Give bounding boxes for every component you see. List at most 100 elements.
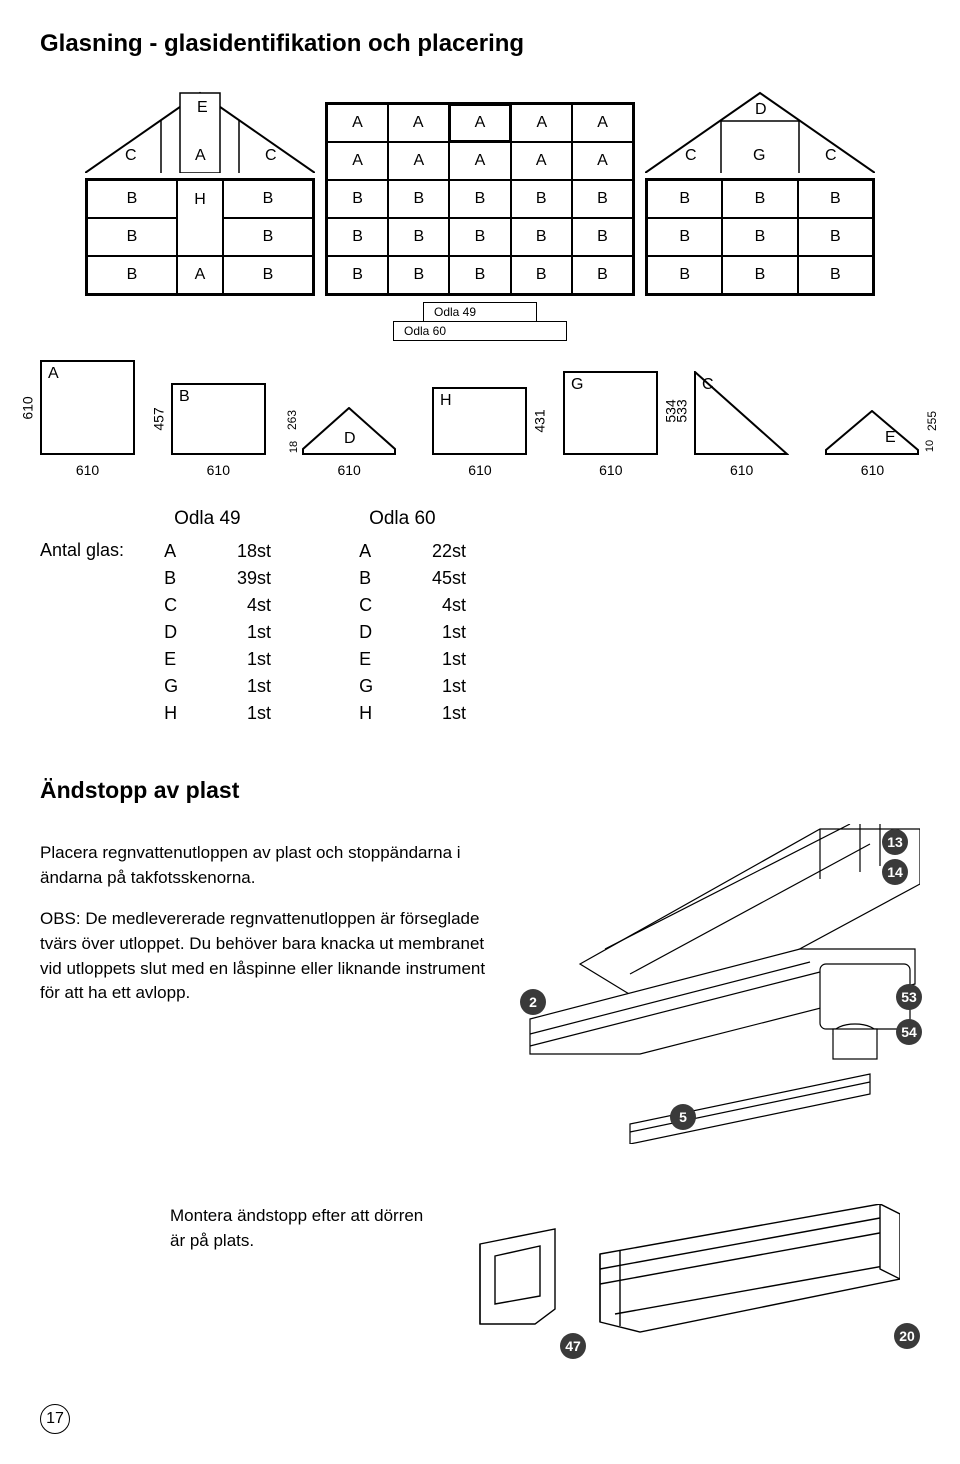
illustration-gutter: 13 14 2 53 54 5 bbox=[520, 824, 920, 1144]
table-val: 4st bbox=[404, 592, 474, 619]
table-key: C bbox=[164, 592, 209, 619]
table-val: 1st bbox=[209, 646, 279, 673]
table-val: 1st bbox=[404, 646, 474, 673]
illustration-endstop: 47 20 bbox=[460, 1204, 920, 1364]
callout-20: 20 bbox=[894, 1323, 920, 1349]
table-key: C bbox=[359, 592, 404, 619]
table-val: 1st bbox=[404, 673, 474, 700]
svg-text:E: E bbox=[885, 429, 896, 446]
model-label-b: Odla 60 bbox=[393, 321, 567, 341]
cell: A bbox=[388, 142, 449, 180]
cell: B bbox=[647, 218, 722, 256]
svg-text:C: C bbox=[685, 147, 697, 164]
model-label-a: Odla 49 bbox=[423, 302, 537, 322]
table-row: A18st bbox=[164, 538, 279, 565]
cell: B bbox=[388, 218, 449, 256]
cell: A bbox=[572, 104, 633, 142]
svg-text:E: E bbox=[197, 99, 208, 116]
model-labels: Odla 49 Odla 60 bbox=[40, 302, 920, 340]
dim: 610 bbox=[432, 462, 527, 478]
gable-left-diagram: E C A C B H B B B B A B bbox=[85, 88, 315, 296]
cell: B bbox=[388, 256, 449, 294]
table-row: E1st bbox=[359, 646, 474, 673]
cell: B bbox=[87, 218, 177, 256]
dim: 457 bbox=[151, 407, 167, 430]
elevation-diagrams: E C A C B H B B B B A B AAAAA bbox=[40, 88, 920, 296]
dim: 10 bbox=[924, 440, 936, 452]
table-row: B39st bbox=[164, 565, 279, 592]
table-val: 4st bbox=[209, 592, 279, 619]
dim: 255 bbox=[925, 411, 939, 431]
cell: B bbox=[798, 256, 873, 294]
table-odla-60: Odla 60 A22stB45stC4stD1stE1stG1stH1st bbox=[359, 508, 474, 727]
dim: 610 bbox=[20, 396, 36, 419]
table-title: Odla 60 bbox=[369, 508, 474, 530]
cell: A bbox=[388, 104, 449, 142]
gable-roof-right: D C G C bbox=[645, 88, 875, 173]
page-title: Glasning - glasidentifikation och placer… bbox=[40, 30, 920, 58]
shape-a: 610 A 610 bbox=[40, 360, 135, 478]
table-title: Odla 49 bbox=[174, 508, 279, 530]
cell: B bbox=[798, 180, 873, 218]
dim: 431 bbox=[532, 409, 548, 432]
table-val: 22st bbox=[404, 538, 474, 565]
dim: 610 bbox=[40, 462, 135, 478]
cell: A bbox=[327, 142, 388, 180]
cell: B bbox=[449, 180, 510, 218]
dim: 610 bbox=[825, 462, 920, 478]
table-val: 1st bbox=[404, 619, 474, 646]
cell: B bbox=[722, 218, 797, 256]
dim: 610 bbox=[563, 462, 658, 478]
cell: B bbox=[388, 180, 449, 218]
svg-text:B: B bbox=[179, 388, 190, 405]
svg-text:G: G bbox=[753, 147, 765, 164]
table-row: B45st bbox=[359, 565, 474, 592]
cell: A bbox=[572, 142, 633, 180]
table-key: G bbox=[164, 673, 209, 700]
table-key: H bbox=[359, 700, 404, 727]
svg-text:C: C bbox=[702, 376, 714, 393]
shape-b: 457 B 610 bbox=[171, 383, 266, 478]
svg-text:A: A bbox=[48, 365, 59, 382]
table-key: D bbox=[164, 619, 209, 646]
cell: A bbox=[177, 256, 223, 294]
callout-47: 47 bbox=[560, 1333, 586, 1359]
cell: A bbox=[511, 142, 572, 180]
paragraph-1: Placera regnvattenutloppen av plast och … bbox=[40, 841, 490, 890]
svg-text:H: H bbox=[440, 392, 452, 409]
table-row: A22st bbox=[359, 538, 474, 565]
table-key: D bbox=[359, 619, 404, 646]
cell: B bbox=[798, 218, 873, 256]
svg-text:G: G bbox=[571, 376, 583, 393]
cell: B bbox=[572, 218, 633, 256]
svg-text:D: D bbox=[344, 430, 356, 447]
cell: B bbox=[572, 256, 633, 294]
svg-text:A: A bbox=[195, 147, 206, 164]
callout-54: 54 bbox=[896, 1019, 922, 1045]
callout-5: 5 bbox=[670, 1104, 696, 1130]
table-row: E1st bbox=[164, 646, 279, 673]
callout-13: 13 bbox=[882, 829, 908, 855]
cell: A bbox=[511, 104, 572, 142]
cell: B bbox=[572, 180, 633, 218]
dim: 610 bbox=[171, 462, 266, 478]
glass-shapes: 610 A 610 457 B 610 263 18 D 610 431 H 6… bbox=[40, 360, 920, 478]
table-key: A bbox=[164, 538, 209, 565]
gable-right-diagram: D C G C BBB BBB BBB bbox=[645, 88, 875, 296]
svg-text:C: C bbox=[125, 147, 137, 164]
table-row: H1st bbox=[359, 700, 474, 727]
svg-text:D: D bbox=[755, 101, 767, 118]
table-row: D1st bbox=[164, 619, 279, 646]
table-val: 1st bbox=[209, 700, 279, 727]
cell: B bbox=[722, 180, 797, 218]
table-key: B bbox=[164, 565, 209, 592]
cell: A bbox=[449, 104, 512, 142]
dim: 610 bbox=[302, 462, 397, 478]
table-val: 45st bbox=[404, 565, 474, 592]
cell: B bbox=[327, 180, 388, 218]
antal-glas-label: Antal glas: bbox=[40, 540, 124, 561]
table-key: A bbox=[359, 538, 404, 565]
table-row: C4st bbox=[359, 592, 474, 619]
table-key: E bbox=[359, 646, 404, 673]
table-odla-49: Odla 49 A18stB39stC4stD1stE1stG1stH1st bbox=[164, 508, 279, 727]
